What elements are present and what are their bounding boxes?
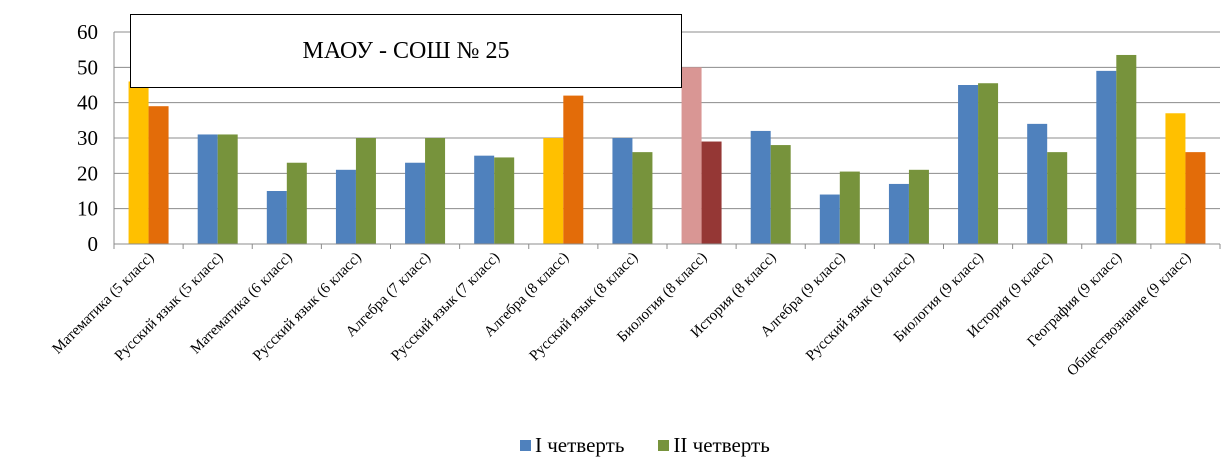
axes — [113, 32, 1221, 249]
chart-title: МАОУ - СОШ № 25 — [130, 14, 682, 88]
y-tick-label: 20 — [77, 161, 98, 185]
bars — [128, 54, 1206, 245]
bar-series-2 — [1047, 152, 1068, 244]
bar-series-1 — [335, 169, 356, 244]
bar-series-2 — [1185, 152, 1206, 244]
bar-series-1 — [612, 138, 633, 244]
bar-series-1 — [266, 191, 287, 244]
y-tick-label: 50 — [77, 55, 98, 79]
bar-series-2 — [1116, 54, 1137, 244]
y-tick-label: 30 — [77, 126, 98, 150]
y-tick-label: 0 — [88, 232, 99, 256]
bar-series-1 — [888, 183, 909, 244]
legend-swatch-series-2 — [658, 440, 670, 451]
bar-series-2 — [494, 157, 515, 244]
bar-series-1 — [405, 162, 426, 244]
bar-series-2 — [563, 95, 584, 244]
bar-series-2 — [425, 138, 446, 244]
bar-series-2 — [770, 145, 791, 244]
legend-label-series-2: II четверть — [673, 433, 770, 457]
bar-series-1 — [819, 194, 840, 244]
bar-series-1 — [128, 81, 149, 244]
bar-series-1 — [543, 138, 564, 244]
bar-series-2 — [632, 152, 653, 244]
bar-series-2 — [286, 162, 307, 244]
legend-swatch-series-1 — [520, 440, 531, 451]
y-tick-label: 60 — [77, 20, 98, 44]
bar-series-1 — [197, 134, 218, 244]
legend-item-series-2: II четверть — [658, 433, 770, 458]
bar-series-2 — [908, 169, 929, 244]
bar-series-1 — [474, 155, 495, 244]
bar-series-2 — [701, 141, 722, 244]
bar-series-2 — [355, 138, 376, 244]
legend: I четверть II четверть — [520, 433, 770, 458]
bar-series-2 — [217, 134, 238, 244]
x-tick-label: Обществознание (9 класс) — [1064, 250, 1194, 380]
bar-series-1 — [1165, 113, 1186, 245]
bar-series-1 — [958, 85, 979, 244]
bar-series-2 — [148, 106, 169, 244]
bar-series-1 — [1096, 70, 1117, 244]
bar-series-1 — [750, 130, 771, 244]
y-tick-label: 10 — [77, 197, 98, 221]
legend-label-series-1: I четверть — [535, 433, 625, 457]
y-tick-label: 40 — [77, 91, 98, 115]
bar-series-1 — [681, 67, 702, 244]
bar-series-1 — [1027, 123, 1048, 244]
bar-series-2 — [978, 83, 999, 244]
legend-item-series-1: I четверть — [520, 433, 624, 458]
bar-series-2 — [839, 171, 860, 244]
